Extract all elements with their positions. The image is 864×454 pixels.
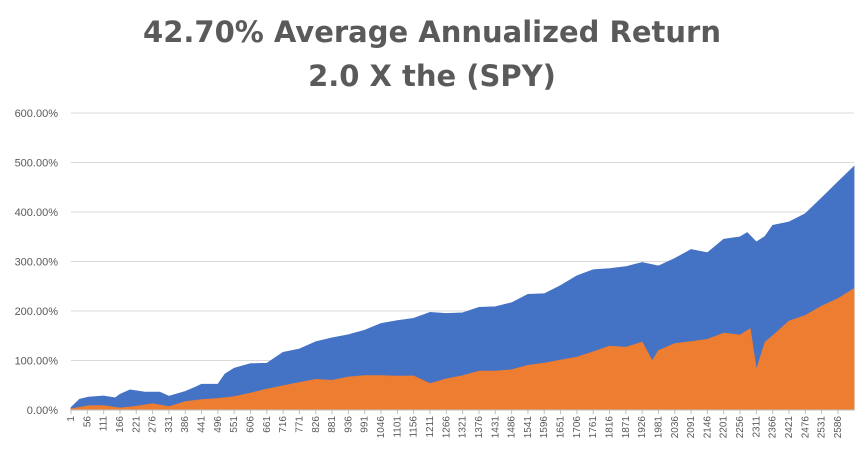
y-tick-label: 400.00% bbox=[15, 207, 59, 219]
y-tick-label: 500.00% bbox=[15, 158, 59, 170]
y-tick-label: 0.00% bbox=[27, 405, 58, 417]
x-tick-label: 56 bbox=[82, 416, 93, 428]
x-tick-label: 1816 bbox=[605, 416, 616, 439]
x-tick-label: 2146 bbox=[702, 416, 713, 439]
x-tick-label: 496 bbox=[213, 416, 224, 433]
x-tick-label: 2366 bbox=[768, 416, 779, 439]
x-tick-label: 111 bbox=[99, 416, 110, 432]
x-tick-label: 551 bbox=[229, 416, 240, 433]
y-tick-label: 600.00% bbox=[15, 108, 59, 120]
y-tick-label: 200.00% bbox=[15, 306, 59, 318]
x-tick-label: 386 bbox=[180, 416, 191, 433]
x-tick-label: 2036 bbox=[670, 416, 681, 439]
x-tick-label: 606 bbox=[246, 416, 257, 433]
x-tick-label: 771 bbox=[294, 416, 305, 433]
x-tick-label: 1706 bbox=[572, 416, 583, 439]
x-tick-label: 936 bbox=[343, 416, 354, 433]
series-area-1 bbox=[70, 165, 855, 411]
x-tick-label: 716 bbox=[278, 416, 289, 433]
x-tick-label: 2586 bbox=[833, 416, 844, 439]
y-axis-ticks: 0.00% 100.00% 200.00% 300.00% 400.00% 500.00%… bbox=[15, 108, 59, 417]
chart-subtitle: 2.0 X the (SPY) bbox=[308, 59, 556, 93]
x-tick-label: 2531 bbox=[817, 416, 828, 439]
x-tick-label: 1376 bbox=[474, 416, 485, 439]
series-area-2 bbox=[70, 287, 855, 411]
x-tick-label: 1596 bbox=[539, 416, 550, 439]
series-areas bbox=[70, 165, 855, 411]
x-tick-label: 221 bbox=[131, 416, 142, 433]
x-tick-label: 1486 bbox=[507, 416, 518, 439]
x-tick-label: 2201 bbox=[719, 416, 730, 439]
x-tick-label: 881 bbox=[327, 416, 338, 433]
x-tick-label: 2421 bbox=[784, 416, 795, 439]
x-tick-label: 2311 bbox=[751, 416, 762, 438]
x-axis-ticks: 1 56 111 166 221 276 331 386 441 496 551 606 661 716 7… bbox=[66, 410, 844, 438]
x-tick-label: 1431 bbox=[490, 416, 501, 439]
x-tick-label: 1761 bbox=[588, 416, 599, 439]
x-tick-label: 1101 bbox=[392, 416, 403, 438]
x-tick-label: 1871 bbox=[621, 416, 632, 439]
x-tick-label: 1266 bbox=[441, 416, 452, 439]
x-tick-label: 1046 bbox=[376, 416, 387, 439]
x-tick-label: 1 bbox=[66, 416, 77, 422]
x-tick-label: 1541 bbox=[523, 416, 534, 439]
x-tick-label: 166 bbox=[115, 416, 126, 433]
x-tick-label: 2476 bbox=[800, 416, 811, 439]
x-tick-label: 661 bbox=[262, 416, 273, 433]
x-tick-label: 331 bbox=[164, 416, 175, 433]
x-tick-label: 1651 bbox=[556, 416, 567, 439]
x-tick-label: 441 bbox=[197, 416, 208, 433]
x-tick-label: 1981 bbox=[653, 416, 664, 439]
x-tick-label: 2091 bbox=[686, 416, 697, 439]
x-tick-label: 1321 bbox=[458, 416, 469, 439]
chart-title: 42.70% Average Annualized Return bbox=[143, 15, 721, 49]
x-tick-label: 1926 bbox=[637, 416, 648, 439]
x-tick-label: 991 bbox=[360, 416, 371, 433]
x-tick-label: 276 bbox=[148, 416, 159, 433]
x-tick-label: 2256 bbox=[735, 416, 746, 439]
x-tick-label: 826 bbox=[311, 416, 322, 433]
x-tick-label: 1156 bbox=[409, 416, 420, 438]
y-tick-label: 300.00% bbox=[15, 257, 59, 269]
y-tick-label: 100.00% bbox=[15, 356, 59, 368]
x-tick-label: 1211 bbox=[425, 416, 436, 438]
